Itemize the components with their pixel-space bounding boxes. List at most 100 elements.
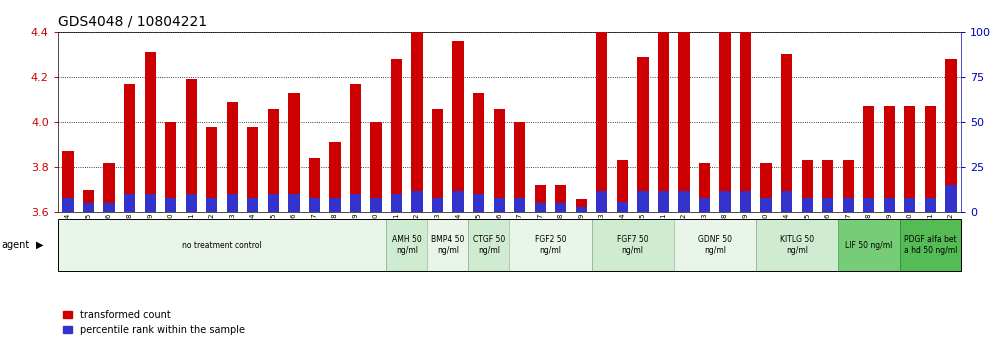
- Bar: [390, 194, 402, 212]
- Bar: [761, 163, 772, 212]
- Bar: [864, 106, 874, 212]
- Bar: [904, 198, 915, 212]
- Bar: [617, 201, 628, 212]
- Bar: [576, 207, 587, 212]
- Bar: [473, 93, 484, 212]
- Text: CTGF 50
ng/ml: CTGF 50 ng/ml: [473, 235, 505, 255]
- Bar: [617, 160, 628, 212]
- Bar: [144, 194, 155, 212]
- Bar: [843, 160, 854, 212]
- Bar: [371, 198, 381, 212]
- Bar: [63, 198, 74, 212]
- Bar: [309, 198, 320, 212]
- Bar: [268, 109, 279, 212]
- Text: AMH 50
ng/ml: AMH 50 ng/ml: [391, 235, 421, 255]
- Bar: [843, 198, 854, 212]
- Bar: [494, 109, 505, 212]
- Bar: [510, 219, 592, 271]
- Bar: [247, 127, 258, 212]
- Bar: [657, 191, 669, 212]
- Bar: [761, 198, 772, 212]
- Bar: [699, 163, 710, 212]
- Bar: [227, 194, 238, 212]
- Bar: [781, 55, 792, 212]
- Bar: [411, 191, 422, 212]
- Text: FGF7 50
ng/ml: FGF7 50 ng/ml: [617, 235, 648, 255]
- Bar: [864, 198, 874, 212]
- Bar: [838, 219, 899, 271]
- Bar: [206, 198, 217, 212]
- Bar: [883, 106, 895, 212]
- Bar: [83, 203, 95, 212]
- Bar: [678, 191, 689, 212]
- Bar: [657, 23, 669, 212]
- Bar: [104, 203, 115, 212]
- Bar: [124, 84, 135, 212]
- Text: PDGF alfa bet
a hd 50 ng/ml: PDGF alfa bet a hd 50 ng/ml: [903, 235, 957, 255]
- Bar: [427, 219, 468, 271]
- Text: GDS4048 / 10804221: GDS4048 / 10804221: [58, 14, 207, 28]
- Bar: [452, 41, 464, 212]
- Bar: [535, 185, 546, 212]
- Text: GDNF 50
ng/ml: GDNF 50 ng/ml: [698, 235, 732, 255]
- Bar: [904, 106, 915, 212]
- Bar: [802, 160, 813, 212]
- Bar: [165, 198, 176, 212]
- Bar: [468, 219, 510, 271]
- Bar: [185, 194, 197, 212]
- Bar: [350, 84, 362, 212]
- Bar: [58, 219, 386, 271]
- Bar: [924, 198, 936, 212]
- Bar: [473, 194, 484, 212]
- Bar: [899, 219, 961, 271]
- Bar: [924, 106, 936, 212]
- Bar: [592, 219, 673, 271]
- Bar: [288, 93, 300, 212]
- Text: agent: agent: [1, 240, 29, 250]
- Bar: [165, 122, 176, 212]
- Bar: [673, 219, 756, 271]
- Bar: [432, 109, 443, 212]
- Bar: [945, 185, 956, 212]
- Legend: transformed count, percentile rank within the sample: transformed count, percentile rank withi…: [63, 310, 245, 335]
- Bar: [756, 219, 838, 271]
- Bar: [452, 191, 464, 212]
- Bar: [514, 198, 525, 212]
- Bar: [124, 194, 135, 212]
- Text: KITLG 50
ng/ml: KITLG 50 ng/ml: [780, 235, 814, 255]
- Bar: [945, 59, 956, 212]
- Bar: [185, 79, 197, 212]
- Bar: [883, 198, 895, 212]
- Bar: [637, 191, 648, 212]
- Bar: [288, 194, 300, 212]
- Bar: [822, 160, 834, 212]
- Bar: [555, 203, 567, 212]
- Bar: [802, 198, 813, 212]
- Bar: [411, 30, 422, 212]
- Bar: [822, 198, 834, 212]
- Bar: [386, 219, 427, 271]
- Bar: [781, 191, 792, 212]
- Bar: [371, 122, 381, 212]
- Bar: [740, 23, 751, 212]
- Bar: [330, 198, 341, 212]
- Bar: [268, 194, 279, 212]
- Bar: [514, 122, 525, 212]
- Bar: [699, 198, 710, 212]
- Bar: [494, 198, 505, 212]
- Bar: [432, 198, 443, 212]
- Text: LIF 50 ng/ml: LIF 50 ng/ml: [845, 241, 892, 250]
- Bar: [104, 163, 115, 212]
- Text: FGF2 50
ng/ml: FGF2 50 ng/ml: [535, 235, 567, 255]
- Bar: [350, 194, 362, 212]
- Bar: [719, 191, 731, 212]
- Bar: [390, 59, 402, 212]
- Bar: [247, 198, 258, 212]
- Bar: [83, 190, 95, 212]
- Bar: [309, 158, 320, 212]
- Bar: [330, 142, 341, 212]
- Text: BMP4 50
ng/ml: BMP4 50 ng/ml: [431, 235, 464, 255]
- Bar: [144, 52, 155, 212]
- Bar: [740, 191, 751, 212]
- Text: ▶: ▶: [36, 240, 44, 250]
